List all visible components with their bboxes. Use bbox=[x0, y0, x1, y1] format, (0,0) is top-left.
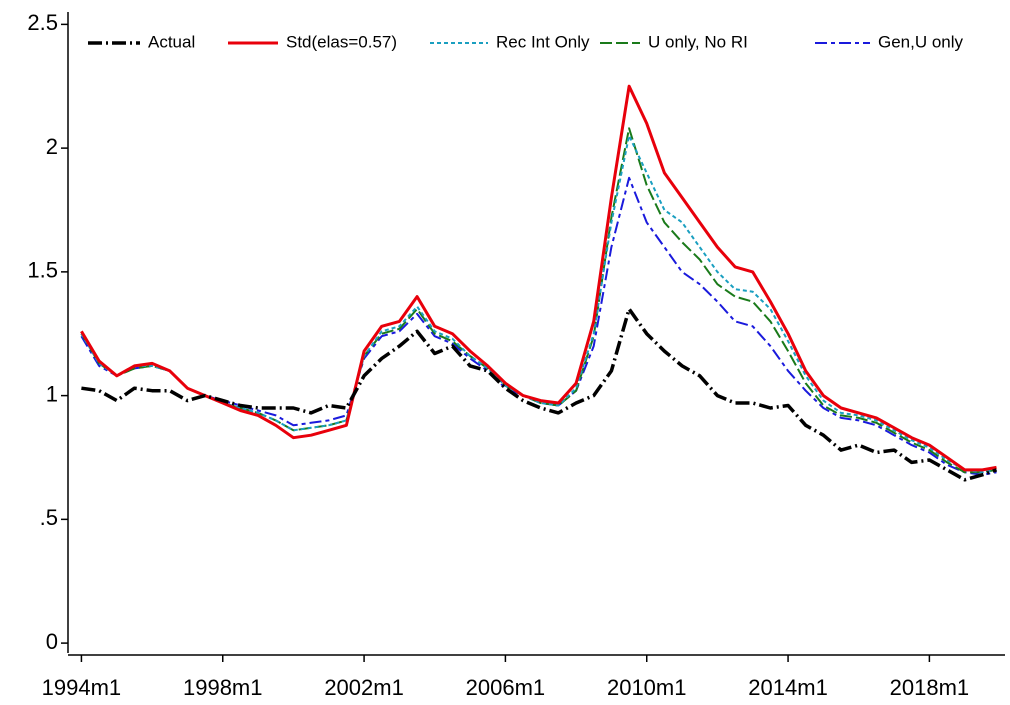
data-line bbox=[80, 127, 997, 474]
data-line bbox=[80, 176, 997, 476]
y-tick-label: 0 bbox=[46, 629, 58, 654]
x-tick-label: 2002m1 bbox=[324, 675, 404, 700]
y-tick-label: 2.5 bbox=[27, 10, 58, 35]
y-tick-label: 1.5 bbox=[27, 258, 58, 283]
y-tick-label: 1 bbox=[46, 381, 58, 406]
data-line bbox=[81, 307, 998, 482]
legend-label: U only, No RI bbox=[648, 32, 748, 51]
legend-label: Rec Int Only bbox=[496, 32, 590, 51]
x-tick-label: 2006m1 bbox=[466, 675, 546, 700]
x-tick-label: 1994m1 bbox=[42, 675, 122, 700]
data-line bbox=[80, 134, 997, 474]
x-tick-label: 2014m1 bbox=[748, 675, 828, 700]
legend-label: Actual bbox=[148, 32, 195, 51]
x-tick-label: 1998m1 bbox=[183, 675, 263, 700]
y-tick-label: .5 bbox=[40, 505, 58, 530]
legend-label: Gen,U only bbox=[878, 32, 964, 51]
x-tick-label: 2018m1 bbox=[890, 675, 970, 700]
y-tick-label: 2 bbox=[46, 134, 58, 159]
legend-label: Std(elas=0.57) bbox=[286, 32, 397, 51]
x-tick-label: 2010m1 bbox=[607, 675, 687, 700]
data-line bbox=[80, 84, 997, 472]
